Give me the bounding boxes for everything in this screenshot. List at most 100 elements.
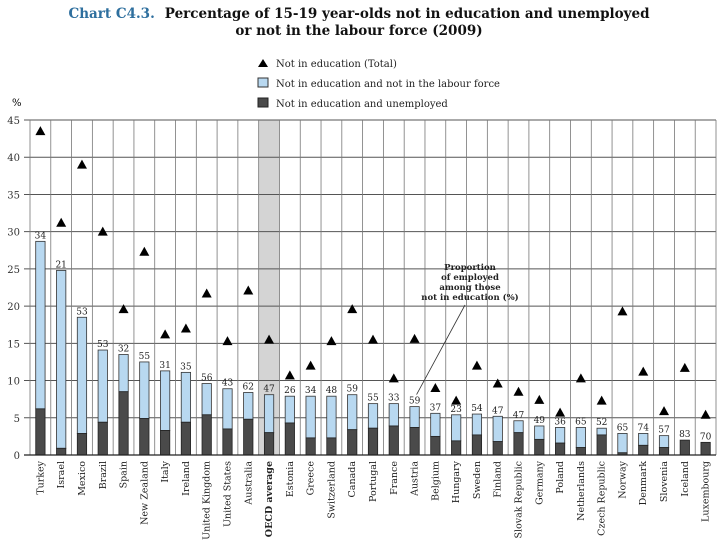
triangle-marker [409,333,420,343]
bar-not-in-labour-force [534,425,545,440]
bar-unemployed [700,441,711,456]
bar-unemployed [35,408,46,456]
title-line-2: or not in the labour force (2009) [235,23,483,39]
annotation-text: not in education (%) [421,292,518,303]
triangle-marker [222,336,233,346]
data-label: 55 [367,394,379,404]
bar-not-in-labour-force [658,435,670,448]
bar-not-in-labour-force [243,392,254,420]
x-tick-label: Australia [243,461,254,506]
triangle-marker [451,395,462,405]
data-label: 65 [575,417,587,427]
y-tick-label: 20 [7,302,20,313]
triangle-marker [368,334,378,344]
triangle-marker [430,383,441,392]
data-label: 35 [180,362,192,372]
data-label: 48 [326,386,338,396]
y-tick-label: 30 [7,228,20,239]
x-tick-label: Turkey [35,460,46,494]
data-label: 59 [409,397,421,407]
bar-unemployed [430,435,441,456]
y-axis-label: % [12,98,22,109]
x-tick-label: Canada [347,461,358,498]
x-tick-label: Slovak Republic [514,461,525,539]
data-label: 57 [658,426,670,436]
bar-not-in-labour-force [638,433,649,446]
x-tick-label: Mexico [77,461,88,496]
data-label: 43 [222,379,234,389]
highlight-band [258,120,280,455]
x-tick-label: Ireland [181,461,192,496]
data-label: 49 [534,416,546,426]
bar-not-in-labour-force [76,316,88,434]
triangle-marker [243,285,254,295]
annotation-text: of employed [441,273,499,283]
x-tick-label: Luxembourg [701,461,712,522]
x-tick-label: Sweden [472,461,483,499]
data-label: 70 [700,432,712,442]
x-tick-label: Brazil [98,461,109,489]
data-label: 37 [430,403,442,413]
x-tick-label: Spain [119,461,130,488]
triangle-marker [638,366,649,376]
bar-not-in-labour-force [222,388,233,430]
data-label: 47 [492,406,504,416]
x-tick-label: France [389,461,400,495]
bar-not-in-labour-force [305,395,316,439]
y-tick-label: 5 [14,414,20,425]
bar-unemployed [263,432,275,456]
y-tick-label: 0 [14,451,20,462]
triangle-marker [305,360,316,370]
data-label: 59 [346,385,358,395]
chart-number: Chart C4.3. [68,6,155,22]
triangle-marker [347,304,358,314]
y-tick-label: 45 [7,116,20,127]
legend-dark-swatch [257,97,269,108]
triangle-marker [388,373,399,383]
bar-not-in-labour-force [430,412,441,437]
legend-label: Not in education and unemployed [276,99,448,110]
bar-not-in-labour-force [451,414,462,442]
bar-unemployed [326,437,337,456]
triangle-marker [76,159,87,169]
bar-unemployed [305,437,316,456]
triangle-marker [160,329,171,339]
bar-not-in-labour-force [35,240,46,410]
bar-not-in-labour-force [367,403,379,429]
legend-light-swatch [257,77,269,88]
bar-not-in-labour-force [97,349,108,423]
x-tick-label: Italy [160,460,171,482]
bar-not-in-labour-force [471,413,483,436]
x-tick-label: Poland [555,461,566,494]
x-tick-label: Belgium [430,461,441,501]
bar-unemployed [575,447,586,456]
bar-not-in-labour-force [139,361,150,419]
data-label: 23 [450,405,462,415]
data-label: 53 [76,307,88,317]
bar-not-in-labour-force [388,403,399,427]
chart-title: Chart C4.3. Percentage of 15-19 year-olds… [0,6,718,40]
x-tick-label: Finland [493,461,504,498]
bar-unemployed [471,434,483,456]
title-line-1: Percentage of 15-19 year-olds not in edu… [164,6,650,22]
data-label: 31 [159,361,170,371]
bar-unemployed [388,425,399,456]
triangle-marker [575,373,586,383]
y-tick-label: 35 [7,190,20,201]
data-label: 47 [263,385,275,395]
x-tick-label: Iceland [680,461,691,497]
bar-unemployed [555,442,566,456]
triangle-marker [596,395,607,405]
data-label: 52 [596,418,607,428]
bar-unemployed [284,422,295,456]
data-label: 54 [471,404,483,414]
bar-unemployed [451,440,462,456]
data-label: 55 [139,352,151,362]
x-tick-label: Israel [56,461,67,489]
data-label: 36 [554,417,566,427]
triangle-marker [471,360,482,370]
legend-label: Not in education and not in the labour f… [276,79,500,90]
bar-not-in-labour-force [617,433,628,454]
data-label: 34 [35,231,47,241]
